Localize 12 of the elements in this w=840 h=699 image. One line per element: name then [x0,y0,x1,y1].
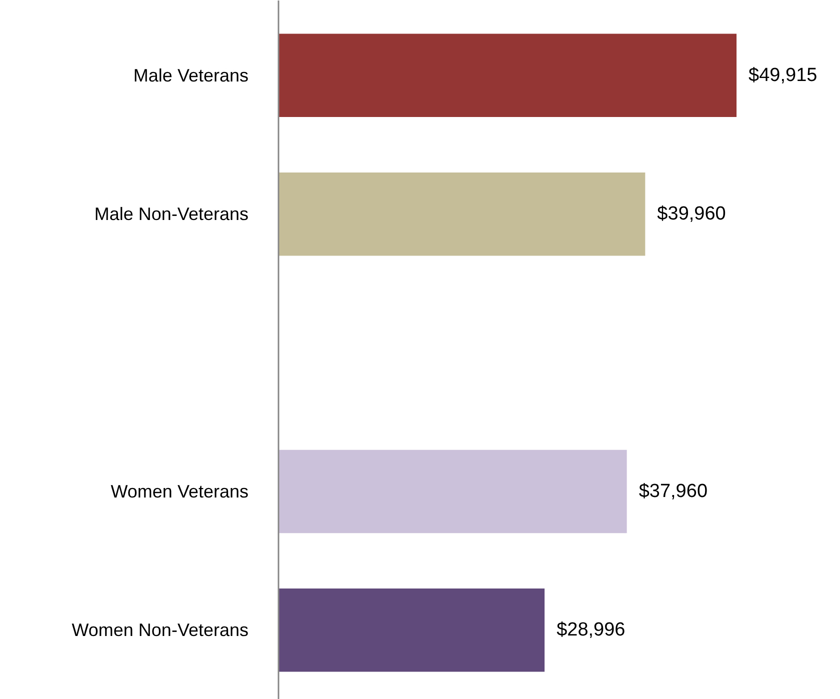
y-tick-label: Women Non-Veterans [72,620,249,640]
y-tick-label: Male Veterans [133,65,249,86]
y-tick-label: Male Non-Veterans [94,204,249,224]
bar [278,172,646,256]
data-label: $49,915 [748,64,818,86]
bar [278,34,737,117]
y-tick-label: Women Veterans [110,481,249,502]
bar [278,450,627,534]
data-label: $37,960 [638,480,708,502]
bar [278,588,545,672]
data-label: $28,996 [556,620,626,641]
data-label: $39,960 [657,204,726,225]
